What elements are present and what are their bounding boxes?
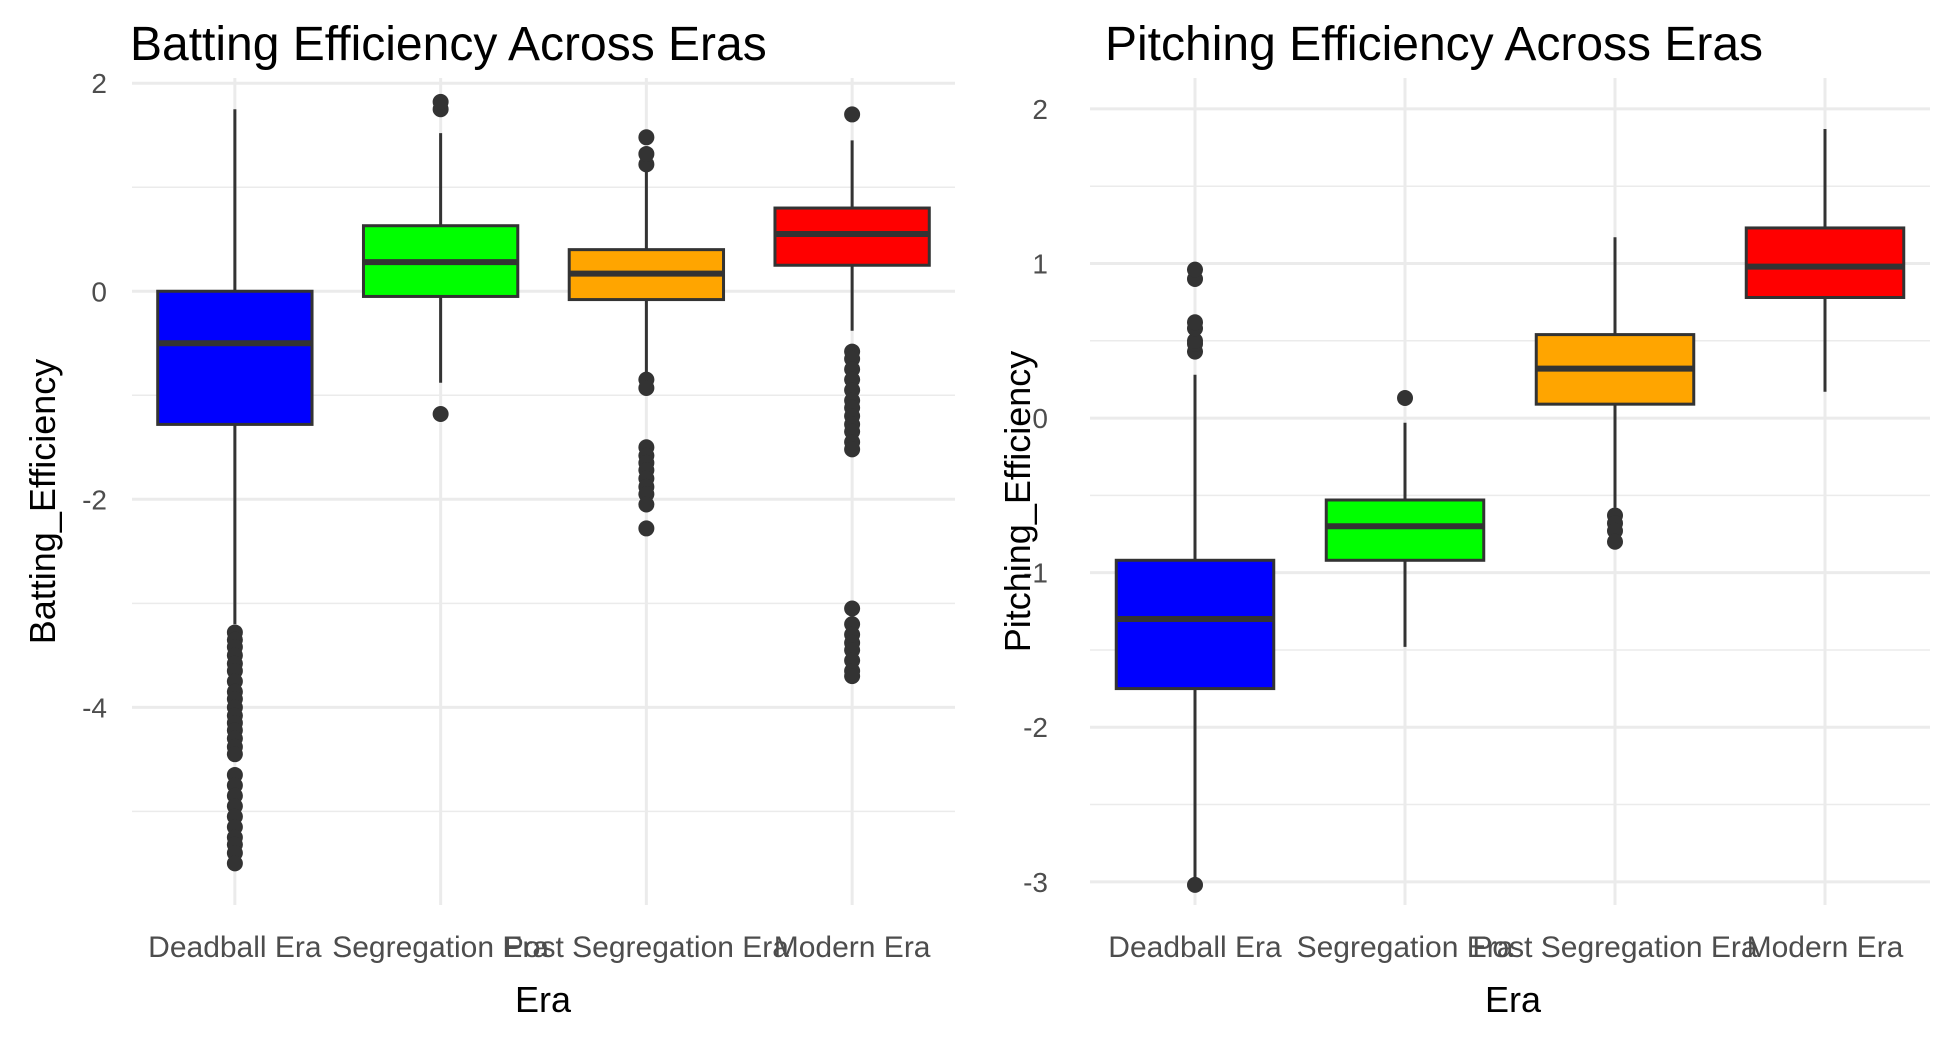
box-3 [567, 129, 726, 537]
y-axis-label: Pitching_Efficiency [997, 351, 1038, 653]
chart-title: Batting Efficiency Across Eras [130, 18, 767, 71]
x-tick-label: Modern Era [1747, 931, 1904, 964]
box-4 [1744, 129, 1906, 392]
outlier-point [432, 93, 449, 110]
chart-title: Pitching Efficiency Across Eras [1105, 18, 1763, 71]
outlier-point [638, 520, 655, 537]
box-iqr [156, 289, 314, 426]
outlier-point [432, 406, 449, 423]
y-axis-label: Batting_Efficiency [22, 359, 63, 645]
box-iqr [1324, 498, 1486, 562]
chart-panel-2: 2 1 0 -1 -2 -3 Deadball Era Segregation EraPost… [997, 18, 1930, 1020]
y-tick-label: -4 [82, 692, 107, 723]
y-tick-label: 1 [1032, 248, 1048, 279]
x-tick-label: Post Segregation Era [1472, 931, 1757, 964]
y-tick-label: -3 [1023, 867, 1048, 898]
x-axis-label: Era [515, 979, 572, 1020]
x-tick-label: Deadball Era [1108, 931, 1282, 964]
x-tick-label: Deadball Era [148, 931, 322, 964]
outlier-point [844, 600, 861, 617]
outlier-point [1607, 533, 1623, 550]
box-1 [156, 109, 314, 872]
x-tick-label: Modern Era [774, 931, 931, 964]
outlier-point [1187, 314, 1203, 331]
outlier-point [638, 129, 655, 146]
outlier-point [1397, 389, 1413, 406]
outlier-point [638, 145, 655, 162]
outlier-point [638, 496, 655, 513]
box-2 [1324, 389, 1486, 647]
outlier-point [844, 441, 861, 458]
box-2 [361, 93, 520, 423]
y-tick-label: 0 [91, 276, 107, 307]
outlier-point [638, 379, 655, 396]
x-tick-label: Segregation Era [332, 931, 549, 964]
outlier-point [844, 668, 861, 685]
y-tick-label: 2 [91, 68, 107, 99]
y-tick-label: 0 [1032, 403, 1048, 434]
box-iqr [1744, 226, 1906, 300]
x-tick-label: Post Segregation Era [504, 931, 789, 964]
outlier-point [844, 106, 861, 123]
y-tick-label: -2 [1023, 712, 1048, 743]
x-axis-label: Era [1485, 979, 1542, 1020]
box-iqr [1114, 558, 1276, 691]
y-tick-label: -2 [82, 484, 107, 515]
box-4 [773, 106, 931, 685]
outlier-point [1187, 876, 1203, 893]
box-1 [1114, 261, 1276, 893]
outlier-point [1187, 332, 1203, 349]
outlier-point [1187, 261, 1203, 278]
box-3 [1534, 237, 1696, 550]
outlier-point [226, 746, 243, 763]
x-tick-label: Segregation Era [1297, 931, 1514, 964]
outlier-point [226, 855, 243, 872]
y-tick-label: -1 [1023, 558, 1048, 589]
y-tick-label: 2 [1032, 94, 1048, 125]
